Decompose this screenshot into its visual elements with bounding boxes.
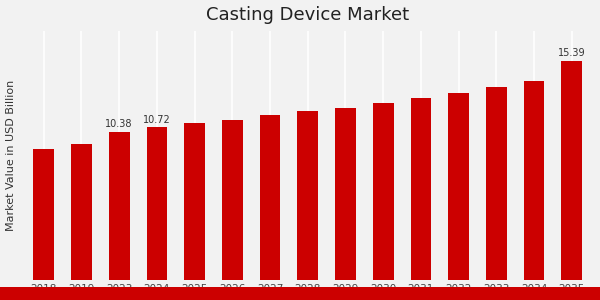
Bar <box>373 103 394 280</box>
Bar <box>71 144 92 280</box>
Bar <box>109 132 130 280</box>
Bar <box>410 98 431 280</box>
Title: Casting Device Market: Casting Device Market <box>206 6 409 24</box>
Text: 10.72: 10.72 <box>143 115 171 124</box>
Bar <box>34 149 54 280</box>
Bar <box>486 87 507 280</box>
Bar <box>184 123 205 280</box>
Bar <box>335 108 356 280</box>
Text: 10.38: 10.38 <box>106 119 133 129</box>
Bar <box>298 111 318 280</box>
Text: 15.39: 15.39 <box>558 48 586 58</box>
Bar <box>146 128 167 280</box>
Bar <box>448 93 469 280</box>
Bar <box>222 120 243 280</box>
Bar <box>260 115 280 280</box>
Y-axis label: Market Value in USD Billion: Market Value in USD Billion <box>5 80 16 231</box>
Bar <box>524 81 544 280</box>
Bar <box>562 61 582 280</box>
